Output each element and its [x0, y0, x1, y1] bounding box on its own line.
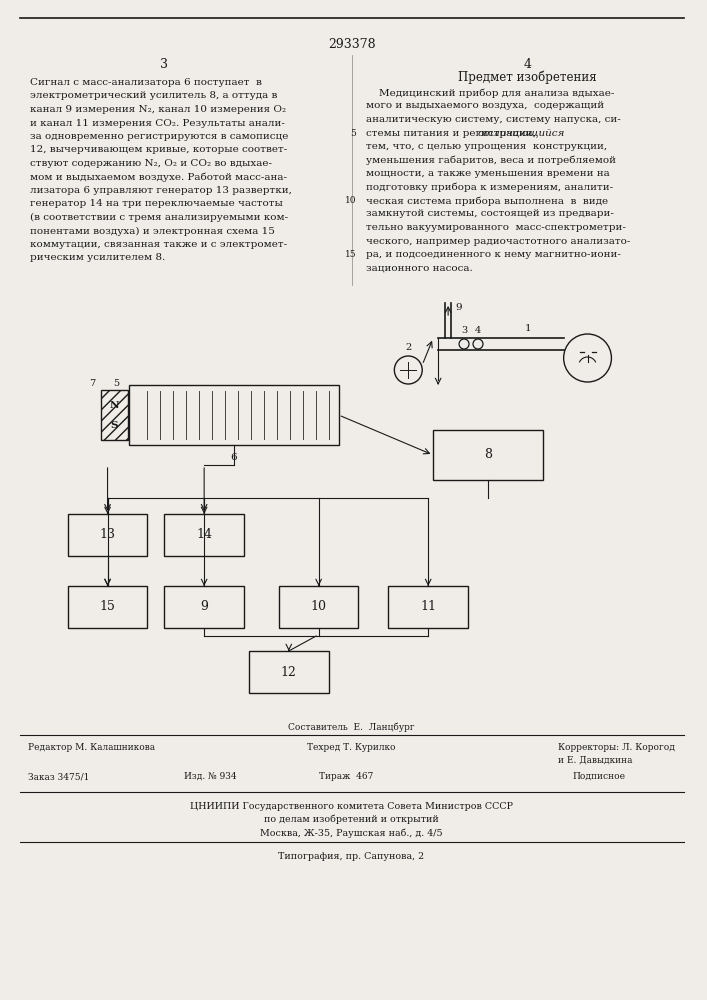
Text: зационного насоса.: зационного насоса.: [366, 263, 473, 272]
Text: 12, вычерчивающем кривые, которые соответ-: 12, вычерчивающем кривые, которые соотве…: [30, 145, 287, 154]
Text: 2: 2: [405, 343, 411, 352]
Text: 11: 11: [420, 600, 436, 613]
Bar: [68, 514, 147, 556]
Text: и Е. Давыдкина: и Е. Давыдкина: [558, 756, 632, 765]
Text: (в соответствии с тремя анализируемыми ком-: (в соответствии с тремя анализируемыми к…: [30, 213, 288, 222]
Text: тем, что, с целью упрощения  конструкции,: тем, что, с целью упрощения конструкции,: [366, 142, 607, 151]
Text: Предмет изобретения: Предмет изобретения: [458, 70, 597, 84]
Text: канал 9 измерения N₂, канал 10 измерения O₂: канал 9 измерения N₂, канал 10 измерения…: [30, 105, 286, 114]
Text: тельно вакуумированного  масс-спектрометри-: тельно вакуумированного масс-спектрометр…: [366, 223, 626, 232]
Text: стемы питания и регистрации,: стемы питания и регистрации,: [366, 128, 539, 137]
Text: аналитическую систему, систему напуска, си-: аналитическую систему, систему напуска, …: [366, 115, 621, 124]
Bar: [279, 586, 358, 628]
Text: понентами воздуха) и электронная схема 15: понентами воздуха) и электронная схема 1…: [30, 227, 275, 236]
Text: Москва, Ж-35, Раушская наб., д. 4/5: Москва, Ж-35, Раушская наб., д. 4/5: [260, 828, 443, 838]
Text: по делам изобретений и открытий: по делам изобретений и открытий: [264, 815, 439, 824]
Bar: [433, 430, 543, 480]
Text: Заказ 3475/1: Заказ 3475/1: [28, 772, 89, 781]
Text: рическим усилителем 8.: рическим усилителем 8.: [30, 253, 165, 262]
Text: 13: 13: [100, 528, 115, 542]
Text: за одновременно регистрируются в самописце: за одновременно регистрируются в самопис…: [30, 132, 288, 141]
Text: 7: 7: [90, 379, 95, 388]
Text: 9: 9: [455, 303, 462, 312]
Bar: [164, 586, 244, 628]
Text: 3: 3: [461, 326, 467, 335]
Text: N: N: [110, 400, 119, 410]
Text: и канал 11 измерения CO₂. Результаты анали-: и канал 11 измерения CO₂. Результаты ана…: [30, 118, 285, 127]
Text: Типография, пр. Сапунова, 2: Типография, пр. Сапунова, 2: [279, 852, 425, 861]
Text: Составитель  Е.  Ланцбург: Составитель Е. Ланцбург: [288, 722, 415, 732]
Text: 12: 12: [281, 666, 297, 678]
Text: Редактор М. Калашникова: Редактор М. Калашникова: [28, 743, 155, 752]
Bar: [68, 586, 147, 628]
Text: отличающийся: отличающийся: [478, 128, 565, 137]
Text: ческого, например радиочастотного анализато-: ческого, например радиочастотного анализ…: [366, 236, 631, 245]
Text: Медицинский прибор для анализа вдыхае-: Медицинский прибор для анализа вдыхае-: [366, 88, 615, 98]
Text: 14: 14: [196, 528, 212, 542]
Text: 3: 3: [160, 58, 168, 71]
Bar: [129, 385, 339, 445]
Text: мом и выдыхаемом воздухе. Работой масс-ана-: мом и выдыхаемом воздухе. Работой масс-а…: [30, 172, 287, 182]
Text: ческая система прибора выполнена  в  виде: ческая система прибора выполнена в виде: [366, 196, 609, 206]
Text: ЦНИИПИ Государственного комитета Совета Министров СССР: ЦНИИПИ Государственного комитета Совета …: [190, 802, 513, 811]
Text: Сигнал с масс-анализатора 6 поступает  в: Сигнал с масс-анализатора 6 поступает в: [30, 78, 262, 87]
Text: 15: 15: [345, 250, 356, 259]
Bar: [388, 586, 468, 628]
Text: 4: 4: [475, 326, 481, 335]
Bar: [164, 514, 244, 556]
Bar: [249, 651, 329, 693]
Text: Корректоры: Л. Корогод: Корректоры: Л. Корогод: [558, 743, 674, 752]
Text: ствуют содержанию N₂, O₂ и CO₂ во вдыхае-: ствуют содержанию N₂, O₂ и CO₂ во вдыхае…: [30, 159, 272, 168]
Text: Техред Т. Курилко: Техред Т. Курилко: [308, 743, 396, 752]
Text: ра, и подсоединенного к нему магнитно-иони-: ра, и подсоединенного к нему магнитно-ио…: [366, 250, 621, 259]
Text: 15: 15: [100, 600, 115, 613]
Text: Подписное: Подписное: [573, 772, 626, 781]
Text: 5: 5: [351, 128, 356, 137]
Text: Изд. № 934: Изд. № 934: [185, 772, 237, 781]
Text: 293378: 293378: [328, 38, 375, 51]
Text: 9: 9: [200, 600, 208, 613]
Bar: [100, 390, 129, 440]
Text: мого и выдыхаемого воздуха,  содержащий: мого и выдыхаемого воздуха, содержащий: [366, 102, 604, 110]
Text: 6: 6: [230, 453, 238, 462]
Text: генератор 14 на три переключаемые частоты: генератор 14 на три переключаемые частот…: [30, 200, 283, 209]
Text: 10: 10: [345, 196, 356, 205]
Text: Тираж  467: Тираж 467: [319, 772, 373, 781]
Text: S: S: [111, 420, 118, 430]
Text: коммутации, связанная также и с электромет-: коммутации, связанная также и с электром…: [30, 240, 287, 249]
Text: лизатора 6 управляют генератор 13 развертки,: лизатора 6 управляют генератор 13 развер…: [30, 186, 292, 195]
Text: 10: 10: [310, 600, 327, 613]
Text: 8: 8: [484, 448, 492, 462]
Text: 4: 4: [524, 58, 532, 71]
Text: 1: 1: [525, 324, 531, 333]
Text: подготовку прибора к измерениям, аналити-: подготовку прибора к измерениям, аналити…: [366, 182, 614, 192]
Text: замкнутой системы, состоящей из предвари-: замкнутой системы, состоящей из предвари…: [366, 210, 614, 219]
Text: 5: 5: [113, 379, 119, 388]
Text: электрометрический усилитель 8, а оттуда в: электрометрический усилитель 8, а оттуда…: [30, 92, 277, 101]
Text: мощности, а также уменьшения времени на: мощности, а также уменьшения времени на: [366, 169, 610, 178]
Text: уменьшения габаритов, веса и потребляемой: уменьшения габаритов, веса и потребляемо…: [366, 155, 617, 165]
